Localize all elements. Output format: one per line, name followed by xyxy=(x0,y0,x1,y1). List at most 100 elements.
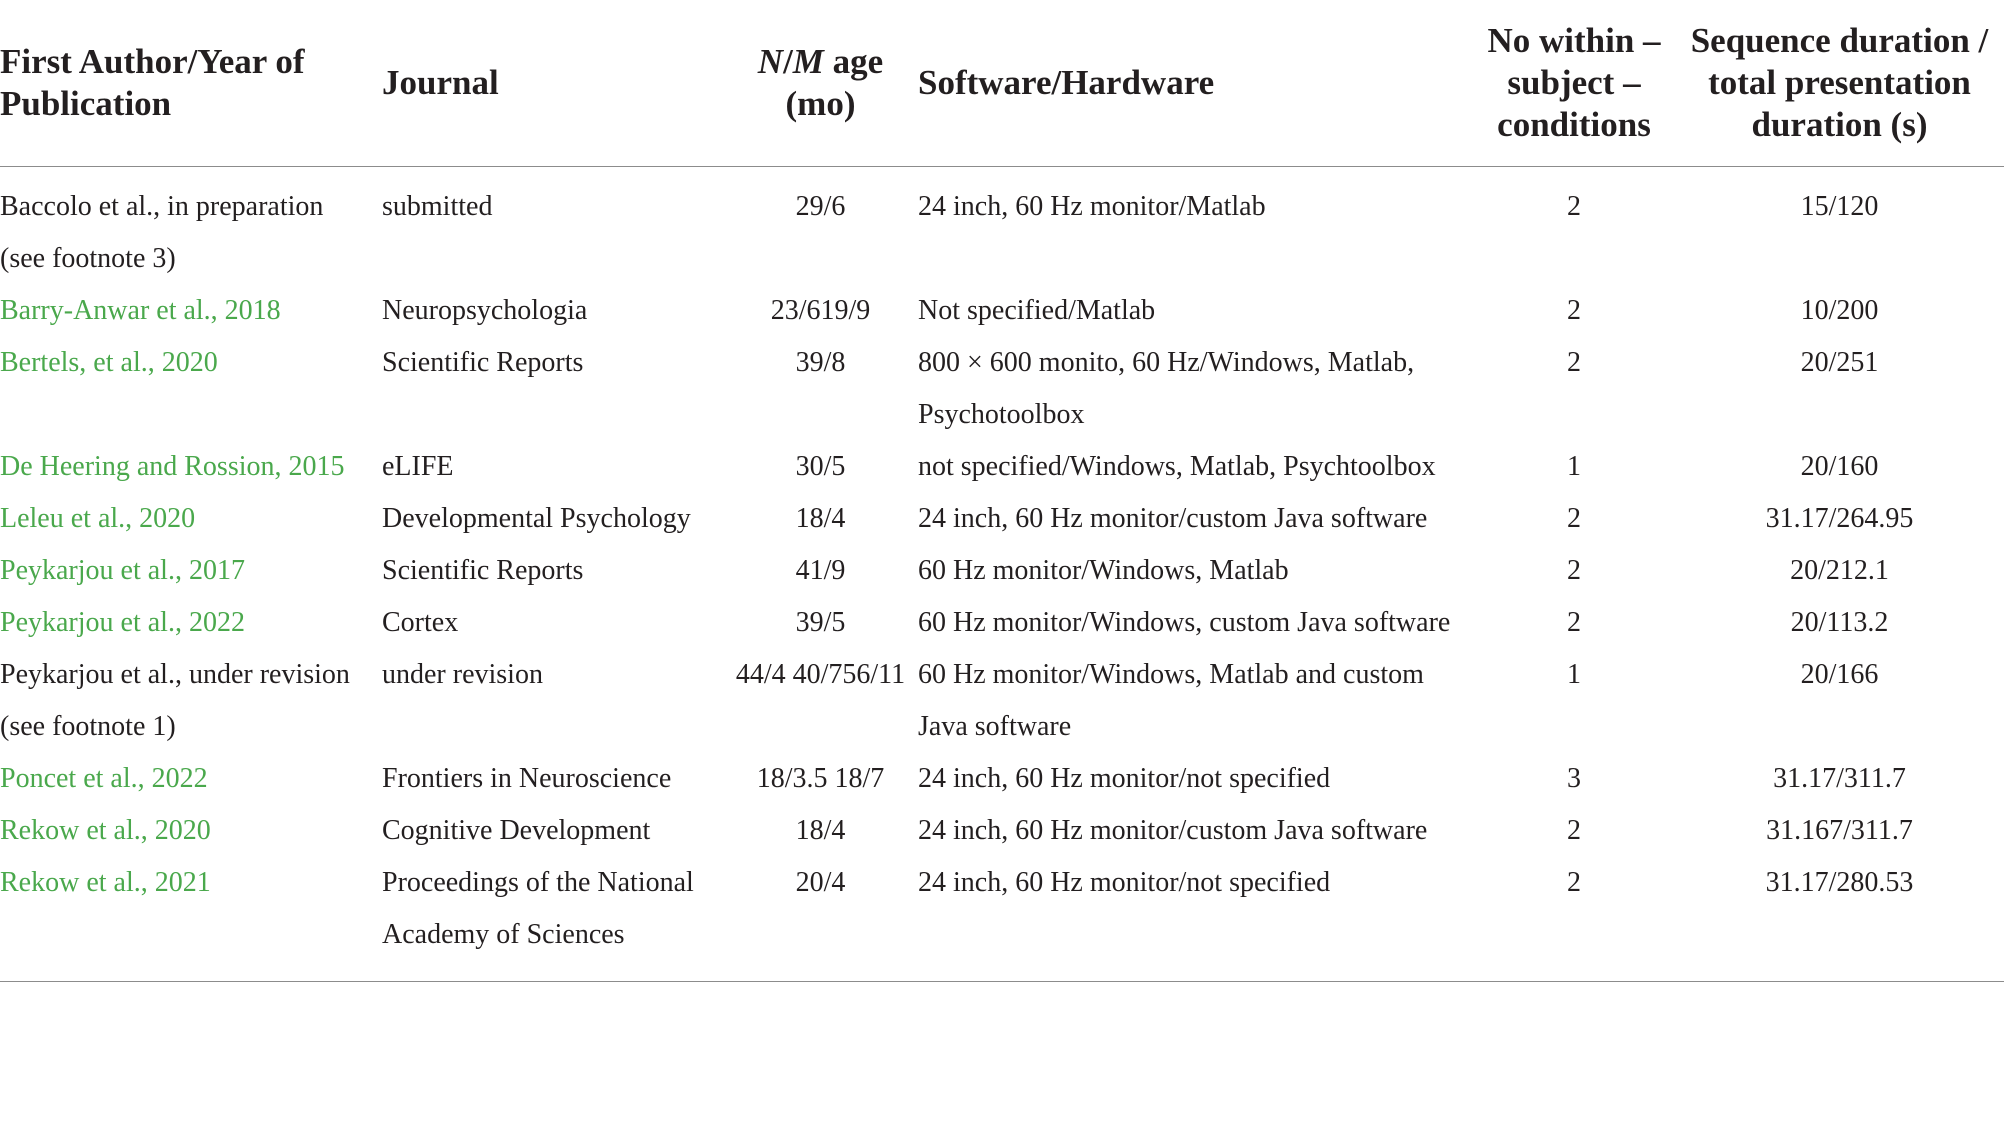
studies-table-container: First Author/Year of Publication Journal… xyxy=(0,0,2004,982)
cell-software: 60 Hz monitor/Windows, custom Java softw… xyxy=(918,607,1451,638)
header-row: First Author/Year of Publication Journal… xyxy=(0,0,2004,167)
cell-journal: Cortex xyxy=(382,607,459,638)
cell-author: Baccolo et al., in preparation (see foot… xyxy=(0,191,324,274)
author-citation-link[interactable]: Rekow et al., 2020 xyxy=(0,815,211,846)
header-m: M xyxy=(792,42,824,81)
cell-n-age: 44/4 40/756/11 xyxy=(735,659,906,690)
author-citation-link[interactable]: De Heering and Rossion, 2015 xyxy=(0,451,345,482)
author-citation-link[interactable]: Poncet et al., 2022 xyxy=(0,763,208,794)
table-row: De Heering and Rossion, 2015 eLIFE 30/5 not… xyxy=(0,441,2004,493)
cell-software: 60 Hz monitor/Windows, Matlab xyxy=(918,555,1289,586)
table-bottom-rule xyxy=(0,981,2004,982)
cell-n-age: 18/3.5 18/7 xyxy=(756,763,885,794)
cell-duration: 31.17/311.7 xyxy=(1773,763,1906,794)
cell-journal: Scientific Reports xyxy=(382,555,584,586)
cell-software: 24 inch, 60 Hz monitor/custom Java softw… xyxy=(918,815,1428,846)
cell-n-age: 23/619/9 xyxy=(770,295,871,326)
header-duration: Sequence duration / total presentation d… xyxy=(1675,0,2004,167)
cell-journal: Frontiers in Neuroscience xyxy=(382,763,672,794)
table-row: Rekow et al., 2020 Cognitive Development 1… xyxy=(0,805,2004,857)
cell-duration: 10/200 xyxy=(1800,295,1879,326)
cell-duration: 20/160 xyxy=(1800,451,1879,482)
cell-duration: 31.17/264.95 xyxy=(1765,503,1914,534)
cell-conditions: 2 xyxy=(1567,555,1581,586)
header-conditions: No within – subject – conditions xyxy=(1473,0,1675,167)
cell-author: Rekow et al., 2020 xyxy=(0,805,382,857)
table-row: Poncet et al., 2022 Frontiers in Neurosci… xyxy=(0,753,2004,805)
cell-software: 24 inch, 60 Hz monitor/Matlab xyxy=(918,191,1266,222)
cell-journal: eLIFE xyxy=(382,451,454,482)
header-software: Software/Hardware xyxy=(918,0,1473,167)
cell-conditions: 3 xyxy=(1567,763,1581,794)
header-journal: Journal xyxy=(382,0,723,167)
studies-table: First Author/Year of Publication Journal… xyxy=(0,0,2004,982)
cell-author: Rekow et al., 2021 xyxy=(0,857,382,981)
author-citation-link[interactable]: Leleu et al., 2020 xyxy=(0,503,196,534)
table-row: Leleu et al., 2020 Developmental Psycholo… xyxy=(0,493,2004,545)
cell-author: De Heering and Rossion, 2015 xyxy=(0,441,382,493)
cell-software: 800 × 600 monito, 60 Hz/Windows, Matlab,… xyxy=(918,347,1415,430)
author-citation-link[interactable]: Barry-Anwar et al., 2018 xyxy=(0,295,281,326)
header-n-sep: / xyxy=(783,42,793,81)
cell-n-age: 30/5 xyxy=(795,451,846,482)
cell-conditions: 2 xyxy=(1567,295,1581,326)
table-row: Baccolo et al., in preparation (see foot… xyxy=(0,167,2004,286)
cell-conditions: 1 xyxy=(1567,451,1581,482)
cell-conditions: 2 xyxy=(1567,607,1581,638)
cell-software: 24 inch, 60 Hz monitor/not specified xyxy=(918,867,1331,898)
cell-conditions: 1 xyxy=(1567,659,1581,690)
table-row: Peykarjou et al., 2022 Cortex 39/5 60 Hz mo… xyxy=(0,597,2004,649)
cell-duration: 20/212.1 xyxy=(1790,555,1889,586)
cell-duration: 20/113.2 xyxy=(1790,607,1889,638)
cell-author: Poncet et al., 2022 xyxy=(0,753,382,805)
cell-software: Not specified/Matlab xyxy=(918,295,1156,326)
table-header: First Author/Year of Publication Journal… xyxy=(0,0,2004,167)
cell-author: Leleu et al., 2020 xyxy=(0,493,382,545)
cell-n-age: 18/4 xyxy=(795,503,846,534)
cell-conditions: 2 xyxy=(1567,867,1581,898)
table-row: Peykarjou et al., 2017 Scientific Reports… xyxy=(0,545,2004,597)
table-row: Peykarjou et al., under revision (see fo… xyxy=(0,649,2004,753)
cell-author: Peykarjou et al., under revision (see fo… xyxy=(0,659,350,742)
cell-n-age: 39/8 xyxy=(795,347,846,378)
author-citation-link[interactable]: Peykarjou et al., 2017 xyxy=(0,555,245,586)
cell-duration: 15/120 xyxy=(1800,191,1879,222)
header-author: First Author/Year of Publication xyxy=(0,0,382,167)
cell-author: Barry-Anwar et al., 2018 xyxy=(0,285,382,337)
cell-conditions: 2 xyxy=(1567,347,1581,378)
cell-author: Peykarjou et al., 2022 xyxy=(0,597,382,649)
cell-conditions: 2 xyxy=(1567,503,1581,534)
cell-journal: Scientific Reports xyxy=(382,347,584,378)
cell-author: Peykarjou et al., 2017 xyxy=(0,545,382,597)
cell-n-age: 39/5 xyxy=(795,607,846,638)
header-n-age: N/M age (mo) xyxy=(723,0,918,167)
cell-journal: Proceedings of the National Academy of S… xyxy=(382,867,694,950)
cell-software: not specified/Windows, Matlab, Psychtool… xyxy=(918,451,1436,482)
cell-journal: Neuropsychologia xyxy=(382,295,588,326)
cell-software: 24 inch, 60 Hz monitor/custom Java softw… xyxy=(918,503,1428,534)
table-body: Baccolo et al., in preparation (see foot… xyxy=(0,167,2004,982)
cell-software: 60 Hz monitor/Windows, Matlab and custom… xyxy=(918,659,1424,742)
cell-duration: 31.17/280.53 xyxy=(1765,867,1914,898)
cell-duration: 20/166 xyxy=(1800,659,1879,690)
author-citation-link[interactable]: Rekow et al., 2021 xyxy=(0,867,211,898)
cell-n-age: 29/6 xyxy=(795,191,846,222)
author-citation-link[interactable]: Bertels, et al., 2020 xyxy=(0,347,218,378)
table-row: Barry-Anwar et al., 2018 Neuropsychologia… xyxy=(0,285,2004,337)
header-age-rest: age (mo) xyxy=(785,42,884,123)
table-row: Rekow et al., 2021 Proceedings of the Nat… xyxy=(0,857,2004,981)
cell-n-age: 41/9 xyxy=(795,555,846,586)
cell-software: 24 inch, 60 Hz monitor/not specified xyxy=(918,763,1331,794)
cell-n-age: 18/4 xyxy=(795,815,846,846)
cell-conditions: 2 xyxy=(1567,191,1581,222)
author-citation-link[interactable]: Peykarjou et al., 2022 xyxy=(0,607,245,638)
cell-journal: Developmental Psychology xyxy=(382,503,691,534)
cell-duration: 31.167/311.7 xyxy=(1766,815,1913,846)
cell-journal: submitted xyxy=(382,191,493,222)
cell-journal: under revision xyxy=(382,659,543,690)
table-row: Bertels, et al., 2020 Scientific Reports 3… xyxy=(0,337,2004,441)
cell-author: Bertels, et al., 2020 xyxy=(0,337,382,441)
cell-journal: Cognitive Development xyxy=(382,815,651,846)
header-n: N xyxy=(757,42,784,81)
cell-n-age: 20/4 xyxy=(795,867,846,898)
